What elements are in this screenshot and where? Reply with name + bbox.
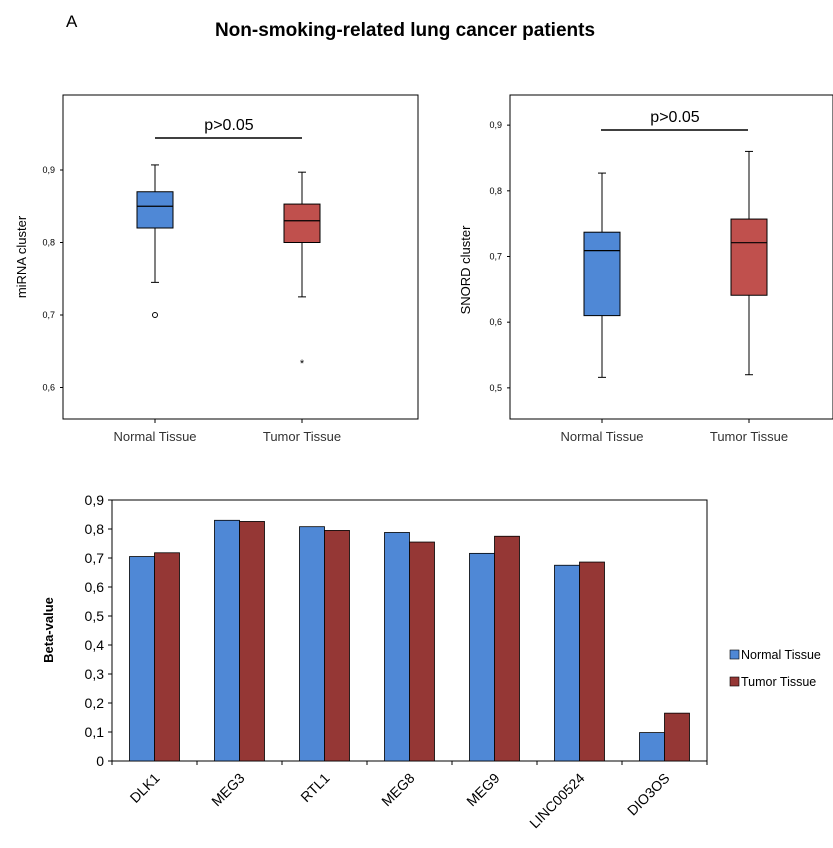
- bar-tumor-meg3: [239, 521, 265, 762]
- bar-x-tick-label: MEG9: [463, 770, 503, 810]
- mirna-plot-frame: [62, 94, 419, 420]
- b1-box: [136, 191, 174, 229]
- bar-legend: Normal Tissue Tumor Tissue: [729, 648, 821, 689]
- bar-y-tick-label: 0,1: [85, 724, 105, 740]
- bar-normal-meg3: [214, 519, 240, 762]
- b1-y-tick-label: 0,7: [42, 310, 55, 320]
- bar-normal-dlk1: [129, 556, 155, 762]
- mirna-y-axis-label: miRNA cluster: [14, 215, 29, 298]
- bar-y-tick-label: 0,7: [85, 550, 105, 566]
- b1-y-tick-label: 0,8: [42, 238, 55, 248]
- bar-y-tick-label: 0,3: [85, 666, 105, 682]
- b2-x-tick-label: Normal Tissue: [560, 429, 643, 444]
- bar-tumor-meg9: [494, 535, 520, 762]
- bar-tumor-dio3os: [664, 712, 690, 762]
- bar-x-tick-label: LINC00524: [526, 770, 588, 832]
- bar-normal-linc00524: [554, 564, 580, 762]
- snord-plot-frame: [509, 94, 833, 420]
- bar-y-tick-label: 0,2: [85, 695, 105, 711]
- beta-value-bar-chart: Beta-value 00,10,20,30,40,50,60,70,80,9 …: [41, 492, 821, 831]
- b2-y-tick-label: 0,7: [489, 252, 502, 262]
- b2-box: [730, 218, 768, 296]
- legend-label-tumor: Tumor Tissue: [741, 675, 816, 689]
- mirna-boxplot: miRNA cluster 0,6 0,7 0,8 0,9 * Normal Tiss…: [14, 94, 419, 444]
- bar-y-tick-label: 0,8: [85, 521, 105, 537]
- mirna-x-ticks: Normal Tissue Tumor Tissue: [113, 419, 341, 444]
- b2-y-tick-label: 0,8: [489, 186, 502, 196]
- snord-y-ticks: 0,5 0,6 0,7 0,8 0,9: [489, 120, 510, 393]
- b1-outlier: *: [300, 358, 305, 370]
- b1-y-tick-label: 0,9: [42, 165, 55, 175]
- b1-y-tick-label: 0,6: [42, 383, 55, 393]
- bar-y-tick-label: 0,5: [85, 608, 105, 624]
- bar-x-ticks: DLK1 MEG3 RTL1 MEG8 MEG9 LINC00524 DIO3OS: [111, 761, 708, 832]
- bar-bars: [129, 519, 690, 762]
- bar-x-tick-label: MEG8: [378, 770, 418, 810]
- snord-boxplot: SNORD cluster 0,5 0,6 0,7 0,8 0,9 Normal Tis…: [458, 94, 833, 444]
- snord-p-value: p>0.05: [650, 109, 699, 126]
- bar-normal-rtl1: [299, 526, 325, 762]
- mirna-y-ticks: 0,6 0,7 0,8 0,9: [42, 165, 63, 393]
- b2-y-tick-label: 0,9: [489, 120, 502, 130]
- bar-y-tick-label: 0,6: [85, 579, 105, 595]
- bar-tumor-meg8: [409, 541, 435, 762]
- snord-boxes: [583, 150, 768, 378]
- legend-swatch-tumor: [729, 676, 740, 687]
- snord-y-axis-label: SNORD cluster: [458, 225, 473, 315]
- bar-x-tick-label: RTL1: [297, 770, 332, 805]
- bar-y-tick-label: 0,9: [85, 492, 105, 508]
- bar-y-tick-label: 0: [96, 753, 104, 769]
- bar-x-tick-label: MEG3: [208, 770, 248, 810]
- legend-swatch-normal: [729, 649, 740, 660]
- b1-x-tick-label: Normal Tissue: [113, 429, 196, 444]
- panel-label: A: [66, 12, 78, 31]
- mirna-boxes: *: [136, 164, 321, 370]
- bar-tumor-dlk1: [154, 552, 180, 762]
- b2-y-tick-label: 0,5: [489, 383, 502, 393]
- bar-normal-meg9: [469, 552, 495, 762]
- figure-title: Non-smoking-related lung cancer patients: [215, 20, 595, 41]
- bar-x-tick-label: DIO3OS: [624, 770, 673, 819]
- legend-label-normal: Normal Tissue: [741, 648, 821, 662]
- bar-y-ticks: 0 0,1 0,2 0,3 0,4 0,5 0,6 0,7 0,8 0,9: [85, 492, 112, 769]
- bar-normal-meg8: [384, 532, 410, 762]
- bar-tumor-linc00524: [579, 561, 605, 762]
- b1-box: [283, 203, 321, 243]
- bar-normal-dio3os: [639, 732, 665, 762]
- b2-x-tick-label: Tumor Tissue: [710, 429, 788, 444]
- bar-y-tick-label: 0,4: [85, 637, 105, 653]
- mirna-p-value: p>0.05: [204, 117, 253, 134]
- bar-tumor-rtl1: [324, 530, 350, 762]
- b2-box: [583, 231, 621, 317]
- b2-y-tick-label: 0,6: [489, 317, 502, 327]
- bar-x-tick-label: DLK1: [127, 770, 163, 806]
- snord-x-ticks: Normal Tissue Tumor Tissue: [560, 419, 788, 444]
- bar-y-axis-label: Beta-value: [41, 597, 56, 663]
- b1-x-tick-label: Tumor Tissue: [263, 429, 341, 444]
- b1-outlier: [152, 312, 158, 318]
